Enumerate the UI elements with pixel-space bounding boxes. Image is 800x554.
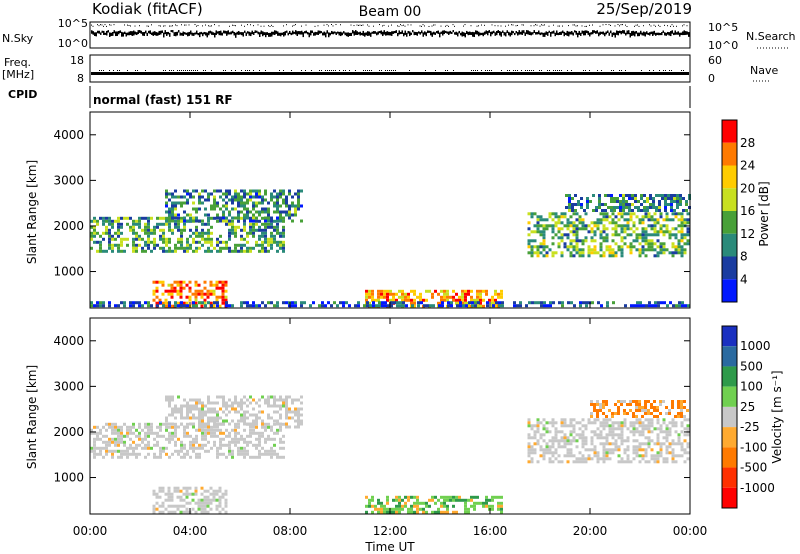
velocity-colorbar-tick: -500 xyxy=(740,461,767,475)
velocity-echo-region-1 xyxy=(165,395,303,429)
nsearch-tick-top: 10^5 xyxy=(708,21,738,34)
power-echo-region-1 xyxy=(165,189,303,223)
power-colorbar-tick: 16 xyxy=(740,204,755,218)
power-colorbar-cell xyxy=(722,142,737,166)
velocity-ytick-label: 1000 xyxy=(53,471,84,485)
nsearch-tick-bottom: 10^0 xyxy=(708,39,738,52)
velocity-echo-region-2 xyxy=(152,486,228,514)
power-ytick-label: 1000 xyxy=(53,265,84,279)
freq-strip xyxy=(89,54,691,83)
power-colorbar: 28 24 20 16 12 8 4 xyxy=(721,119,755,303)
xtick-label: 12:00 xyxy=(373,524,408,538)
power-panel xyxy=(89,111,691,309)
power-echo-layer xyxy=(90,189,691,308)
nsearch-label: N.Search xyxy=(746,30,796,43)
power-colorbar-label: Power [dB] xyxy=(757,181,771,246)
station-title: Kodiak (fitACF) xyxy=(92,0,203,18)
velocity-colorbar-cell xyxy=(722,406,737,428)
power-colorbar-cell xyxy=(722,188,737,211)
velocity-colorbar-cell xyxy=(722,346,737,367)
power-colorbar-cell xyxy=(722,165,737,189)
power-colorbar-cell xyxy=(722,279,737,302)
velocity-colorbar-label: Velocity [m s⁻¹] xyxy=(770,370,784,463)
xtick-label: 20:00 xyxy=(573,524,608,538)
power-colorbar-tick: 4 xyxy=(740,272,748,286)
velocity-colorbar-tick: 25 xyxy=(740,400,755,414)
power-colorbar-tick: 20 xyxy=(740,181,755,195)
power-colorbar-tick: 8 xyxy=(740,250,748,264)
nave-tick-bottom: 0 xyxy=(708,72,715,85)
power-colorbar-cell xyxy=(722,211,737,234)
power-ytick-label: 2000 xyxy=(53,219,84,233)
nsky-strip xyxy=(89,21,691,49)
velocity-colorbar: 1000 500 100 25 -25 -100 -500 -1000 xyxy=(721,325,775,509)
velocity-colorbar-cell xyxy=(722,386,737,407)
velocity-echo-region-0 xyxy=(90,422,285,459)
velocity-colorbar-cell xyxy=(722,366,737,387)
power-colorbar-cell xyxy=(722,120,737,143)
velocity-echo-region-4 xyxy=(527,418,690,464)
velocity-colorbar-tick: 100 xyxy=(740,380,763,394)
power-colorbar-cell xyxy=(722,233,737,257)
power-colorbar-cell xyxy=(722,256,737,280)
velocity-ytick-label: 2000 xyxy=(53,425,84,439)
velocity-colorbar-cell xyxy=(722,427,737,448)
velocity-colorbar-cell xyxy=(722,467,737,488)
power-colorbar-tick: 28 xyxy=(740,136,755,150)
power-ytick-label: 3000 xyxy=(53,173,84,187)
velocity-echo-region-3 xyxy=(365,495,503,514)
freq-tick-top: 18 xyxy=(70,54,84,67)
velocity-colorbar-cell xyxy=(722,326,737,347)
xtick-label: 08:00 xyxy=(273,524,308,538)
xtick-label: 04:00 xyxy=(173,524,208,538)
power-colorbar-tick: 12 xyxy=(740,227,755,241)
nsky-label: N.Sky xyxy=(2,32,34,45)
velocity-ylabel: Slant Range [km] xyxy=(25,365,39,469)
velocity-echo-region-5 xyxy=(590,400,689,418)
xtick-label: 00:00 xyxy=(673,524,708,538)
freq-label: Freq. xyxy=(4,56,31,69)
velocity-echo-layer xyxy=(90,395,690,514)
xtick-label: 16:00 xyxy=(473,524,508,538)
cpid-label: CPID xyxy=(8,88,37,101)
velocity-colorbar-tick: 1000 xyxy=(740,339,771,353)
power-echo-region-4 xyxy=(527,212,690,258)
date-title: 25/Sep/2019 xyxy=(596,0,692,18)
velocity-colorbar-tick: -1000 xyxy=(740,481,775,495)
velocity-colorbar-cell xyxy=(722,447,737,468)
velocity-yaxis: 4000 3000 2000 1000 xyxy=(53,334,690,485)
freq-unit: [MHz] xyxy=(2,68,34,81)
xlabel: Time UT xyxy=(364,540,415,554)
velocity-colorbar-tick: -25 xyxy=(740,420,760,434)
freq-trace xyxy=(91,70,689,75)
power-ylabel: Slant Range [km] xyxy=(25,160,39,264)
velocity-ytick-label: 3000 xyxy=(53,379,84,393)
power-yaxis: 4000 3000 2000 1000 xyxy=(53,128,690,279)
velocity-colorbar-tick: -100 xyxy=(740,440,767,454)
nsky-tick-bottom: 10^0 xyxy=(58,37,88,50)
freq-tick-bottom: 8 xyxy=(77,72,84,85)
velocity-ytick-label: 4000 xyxy=(53,334,84,348)
nave-tick-top: 60 xyxy=(708,54,722,67)
power-ytick-label: 4000 xyxy=(53,128,84,142)
nsky-tick-top: 10^5 xyxy=(58,17,88,30)
power-colorbar-tick: 24 xyxy=(740,159,755,173)
xtick-label: 00:00 xyxy=(73,524,108,538)
velocity-colorbar-cell xyxy=(722,487,737,508)
time-axis: 00:00 04:00 08:00 12:00 16:00 20:00 00:00 xyxy=(73,112,708,538)
nsky-trace xyxy=(91,24,690,38)
power-echo-region-5 xyxy=(565,194,691,212)
cpid-value: normal (fast) 151 RF xyxy=(93,93,233,107)
nave-label: Nave xyxy=(750,64,778,77)
beam-title: Beam 00 xyxy=(359,4,422,20)
power-echo-region-6 xyxy=(90,301,690,308)
velocity-colorbar-tick: 500 xyxy=(740,359,763,373)
